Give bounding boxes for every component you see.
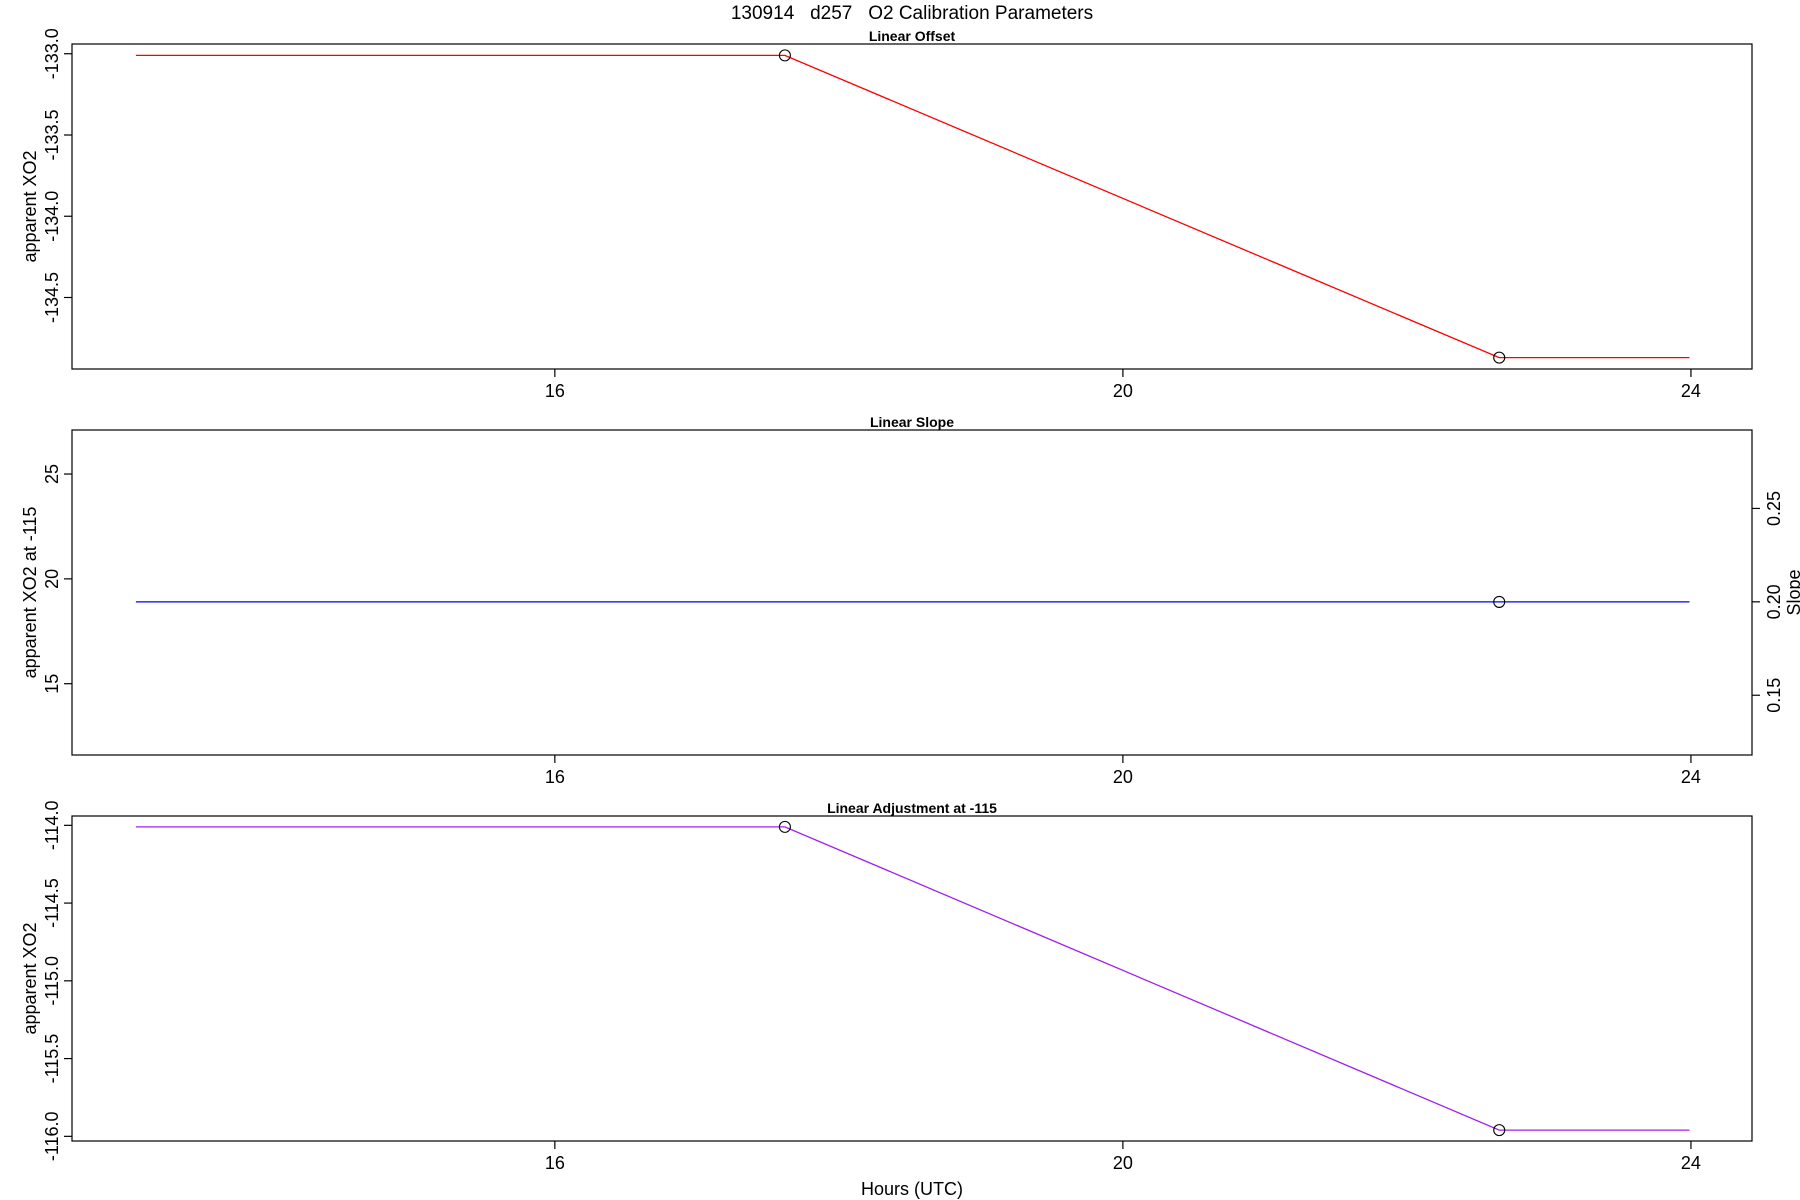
y-tick-label-slope-2: 25: [42, 464, 62, 484]
y-tick-label-adjustment-3: -115.5: [42, 1034, 62, 1084]
x-tick-label-adjustment-20: 20: [1113, 1153, 1133, 1173]
figure-title: 130914 d257 O2 Calibration Parameters: [731, 3, 1093, 24]
series-line-adjustment-0: [135, 826, 1690, 1131]
x-tick-label-slope-20: 20: [1113, 767, 1133, 787]
series-line-offset-0: [135, 54, 1690, 359]
plot-frame-offset: [71, 43, 1753, 370]
panel-slope: Linear Slope 16 20 24 15 20 25 apparent XO2 at …: [20, 414, 1800, 787]
y2-axis-label-slope: Slope: [1784, 569, 1800, 615]
plot-frame-adjustment: [71, 815, 1753, 1142]
y2-tick-label-slope-0: 0.15: [1764, 678, 1784, 713]
x-tick-label-adjustment-24: 24: [1681, 1153, 1701, 1173]
data-point-offset-1: [1493, 351, 1506, 364]
x-axis-label: Hours (UTC): [861, 1179, 963, 1199]
y-tick-label-adjustment-2: -115.0: [42, 956, 62, 1006]
y-tick-label-adjustment-0: -114.0: [42, 800, 62, 850]
y-tick-label-adjustment-1: -114.5: [42, 878, 62, 928]
y-tick-label-offset-2: -134.0: [42, 191, 62, 242]
y2-tick-label-slope-1: 0.20: [1764, 584, 1784, 619]
panel-title-adjustment: Linear Adjustment at -115: [827, 800, 997, 816]
data-point-adjustment-0: [778, 820, 791, 833]
x-tick-label-offset-20: 20: [1113, 381, 1133, 401]
data-point-offset-0: [778, 49, 791, 62]
x-tick-label-slope-16: 16: [545, 767, 565, 787]
y-tick-label-offset-0: -133.0: [42, 28, 62, 79]
panel-title-offset: Linear Offset: [869, 28, 956, 44]
x-tick-label-slope-24: 24: [1681, 767, 1701, 787]
panel-title-slope: Linear Slope: [870, 414, 954, 430]
y-tick-label-offset-3: -134.5: [42, 272, 62, 323]
x-tick-label-adjustment-16: 16: [545, 1153, 565, 1173]
y-axis-label-slope: apparent XO2 at -115: [20, 507, 40, 679]
x-tick-label-offset-16: 16: [545, 381, 565, 401]
y-tick-label-adjustment-4: -116.0: [42, 1111, 62, 1161]
panel-adjustment: Linear Adjustment at -115 16 20 24 -114.0 -11…: [20, 800, 1753, 1173]
y-axis-label-offset: apparent XO2: [20, 150, 40, 262]
y-tick-label-slope-1: 20: [42, 569, 62, 589]
panel-offset: Linear Offset 16 20 24 -133.0 -133.5 -134.0 -13…: [20, 28, 1753, 401]
y-tick-label-slope-0: 15: [42, 674, 62, 694]
data-point-adjustment-1: [1493, 1124, 1506, 1137]
plot-frame-slope: [71, 429, 1753, 756]
y-tick-label-offset-1: -133.5: [42, 109, 62, 160]
chart-panels: Linear Offset 16 20 24 -133.0 -133.5 -134.0 -13…: [20, 28, 1800, 1173]
x-tick-label-offset-24: 24: [1681, 381, 1701, 401]
data-point-slope-0: [1493, 595, 1506, 608]
y2-tick-label-slope-2: 0.25: [1764, 491, 1784, 526]
y-axis-label-adjustment: apparent XO2: [20, 922, 40, 1034]
